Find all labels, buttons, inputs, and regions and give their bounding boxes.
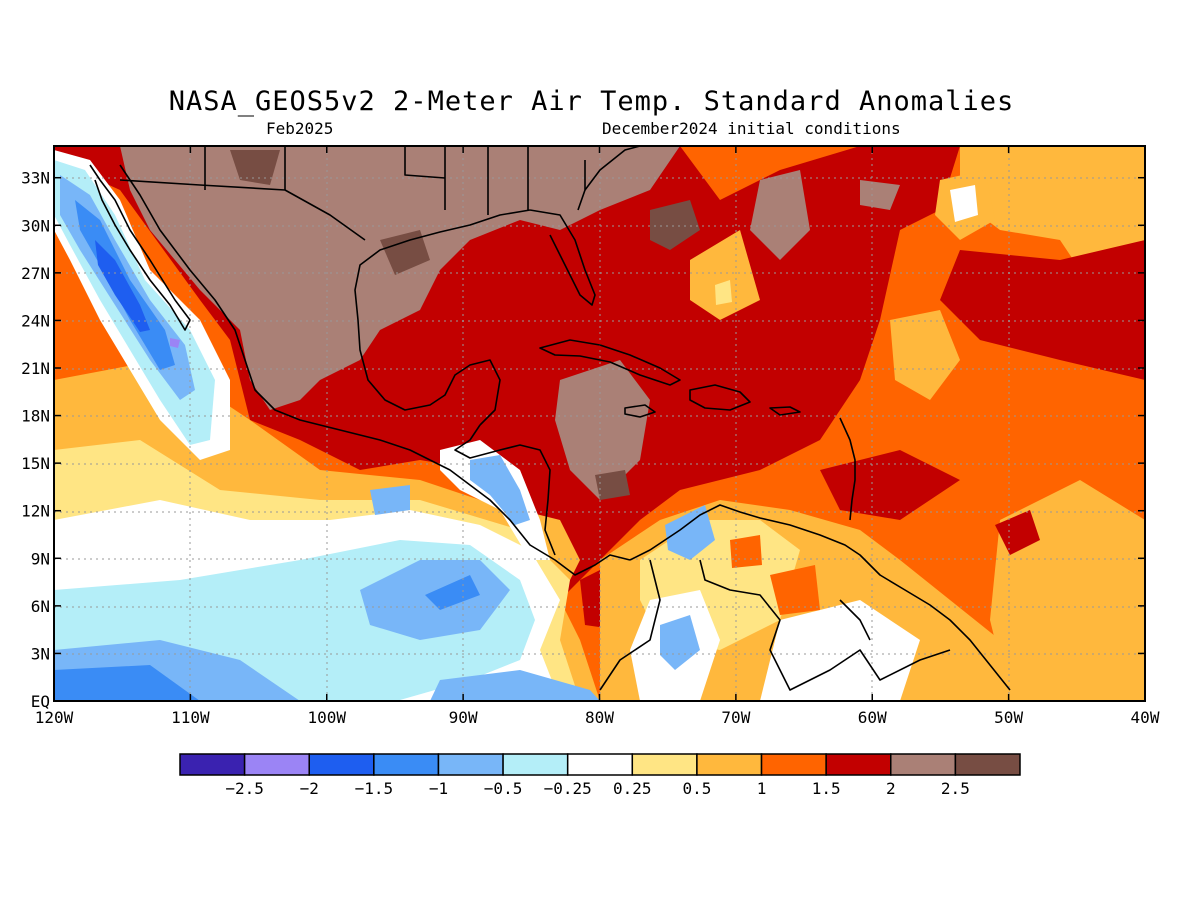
y-tick-label: 9N <box>31 549 50 568</box>
field-darkest-1 <box>380 230 430 275</box>
x-tick-label: 100W <box>307 708 346 727</box>
x-tick-label: 60W <box>858 708 887 727</box>
colorbar-swatch <box>243 753 310 776</box>
colorbar-swatch <box>308 753 375 776</box>
colorbar <box>179 753 1021 776</box>
colorbar-swatch <box>890 753 957 776</box>
field-darkest-4 <box>595 470 630 500</box>
field-darkest-3 <box>650 200 700 250</box>
chart-title: NASA_GEOS5v2 2-Meter Air Temp. Standard … <box>168 86 1015 117</box>
field-spot-white-1 <box>950 185 978 222</box>
x-tick-label: 50W <box>994 708 1023 727</box>
coastlines <box>89 146 1011 691</box>
colorbar-swatch <box>502 753 569 776</box>
colorbar-label: 2.5 <box>941 779 970 798</box>
colorbar-labels: −2.5 −2 −1.5 −1 −0.5 −0.25 0.25 0.5 1 1.5 2 2.5 <box>225 779 969 798</box>
x-tick-label: 90W <box>449 708 478 727</box>
field-atlantic-hot <box>940 240 1145 380</box>
y-tick-label: 6N <box>31 597 50 616</box>
y-tick-label: EQ <box>31 692 50 711</box>
y-tick-label: 18N <box>21 407 50 426</box>
field-atlantic-extreme <box>750 170 810 260</box>
colorbar-swatch <box>437 753 504 776</box>
colorbar-label: 1 <box>757 779 767 798</box>
forecast-month: Feb2025 <box>266 119 334 138</box>
field-sa-blue-1 <box>665 505 715 560</box>
x-tick-label: 40W <box>1131 708 1160 727</box>
y-tick-label: 21N <box>21 359 50 378</box>
field-sa-neutral-2 <box>760 600 920 701</box>
field-pacific-blue-4 <box>54 665 200 701</box>
y-tick-label: 30N <box>21 216 50 235</box>
x-axis-labels: 120W 110W 100W 90W 80W 70W 60W 50W 40W <box>35 708 1160 727</box>
colorbar-swatch <box>760 753 827 776</box>
field-pacific-blue-6 <box>370 485 410 515</box>
colorbar-label: −0.25 <box>544 779 592 798</box>
field-sa-warm <box>730 535 762 568</box>
x-tick-label: 120W <box>35 708 74 727</box>
x-tick-label: 110W <box>171 708 210 727</box>
colorbar-swatch <box>373 753 440 776</box>
map-grid <box>54 146 1145 701</box>
colorbar-swatch <box>696 753 763 776</box>
colorbar-label: 1.5 <box>812 779 841 798</box>
y-tick-label: 3N <box>31 644 50 663</box>
y-tick-label: 27N <box>21 264 50 283</box>
colorbar-label: −2.5 <box>225 779 264 798</box>
colorbar-swatch <box>566 753 634 776</box>
field-spot-pale-1 <box>715 280 732 305</box>
colorbar-label: −0.5 <box>484 779 523 798</box>
colorbar-swatch <box>954 753 1021 776</box>
y-tick-label: 15N <box>21 454 50 473</box>
field-spot-light-2 <box>690 230 760 320</box>
colorbar-label: −2 <box>300 779 319 798</box>
field-pacific-blue-5 <box>425 575 480 610</box>
colorbar-swatch <box>179 753 246 776</box>
x-tick-label: 80W <box>585 708 614 727</box>
colorbar-label: −1.5 <box>355 779 394 798</box>
colorbar-label: 2 <box>886 779 896 798</box>
field-small-extreme <box>860 180 900 210</box>
field-pacific-blue-3 <box>430 670 600 701</box>
x-tick-label: 70W <box>721 708 750 727</box>
colorbar-swatch <box>825 753 892 776</box>
field-baja-purple <box>170 338 180 348</box>
field-sa-warm-2 <box>770 565 820 615</box>
y-tick-label: 33N <box>21 169 50 188</box>
field-baja-deep <box>95 240 150 332</box>
y-axis-labels: EQ 3N 6N 9N 12N 15N 18N 21N 24N 27N 30N 33N <box>21 169 50 711</box>
field-darkest-2 <box>230 150 280 185</box>
colorbar-label: 0.5 <box>682 779 711 798</box>
axis-ticks <box>53 146 1146 702</box>
field-ca-cool <box>470 455 530 525</box>
field-sa-blue-2 <box>660 615 700 670</box>
field-spot-light-3 <box>890 310 960 400</box>
initial-conditions: December2024 initial conditions <box>602 119 901 138</box>
field-caribbean-extreme <box>555 360 650 500</box>
y-tick-label: 24N <box>21 311 50 330</box>
colorbar-label: 0.25 <box>613 779 652 798</box>
field-small-hot <box>995 510 1040 555</box>
y-tick-label: 12N <box>21 502 50 521</box>
colorbar-swatch <box>631 753 698 776</box>
colorbar-label: −1 <box>429 779 448 798</box>
